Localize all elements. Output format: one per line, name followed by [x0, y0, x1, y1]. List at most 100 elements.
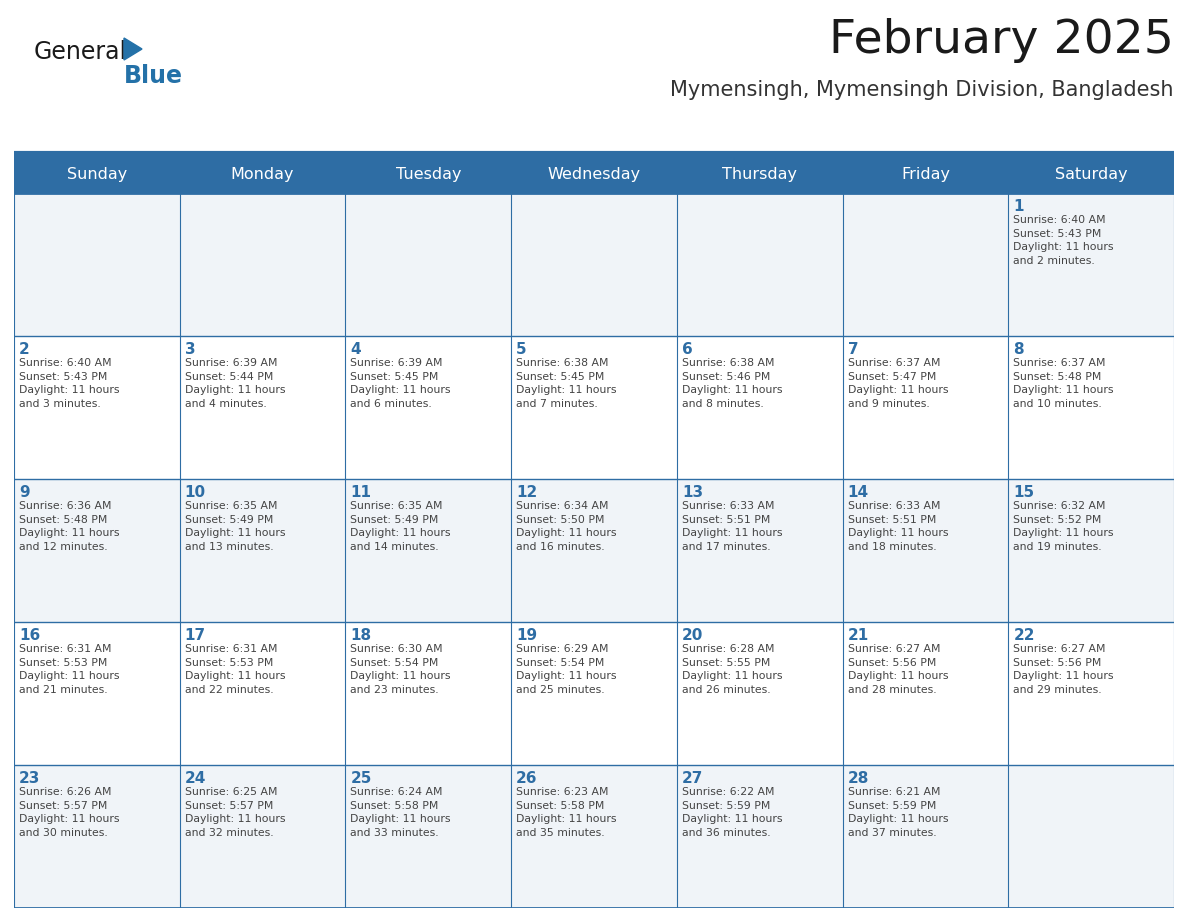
Text: 23: 23: [19, 771, 40, 786]
FancyBboxPatch shape: [842, 193, 1009, 336]
Text: Blue: Blue: [124, 64, 183, 88]
Text: 1: 1: [1013, 199, 1024, 214]
FancyBboxPatch shape: [1009, 336, 1174, 479]
Text: Sunrise: 6:30 AM
Sunset: 5:54 PM
Daylight: 11 hours
and 23 minutes.: Sunrise: 6:30 AM Sunset: 5:54 PM Dayligh…: [350, 644, 451, 695]
Text: 17: 17: [184, 628, 206, 643]
FancyBboxPatch shape: [1009, 193, 1174, 336]
FancyBboxPatch shape: [842, 479, 1009, 622]
Text: Sunrise: 6:39 AM
Sunset: 5:44 PM
Daylight: 11 hours
and 4 minutes.: Sunrise: 6:39 AM Sunset: 5:44 PM Dayligh…: [184, 358, 285, 409]
Text: General: General: [34, 40, 127, 64]
Text: 26: 26: [516, 771, 538, 786]
Text: Wednesday: Wednesday: [548, 166, 640, 182]
Text: February 2025: February 2025: [829, 18, 1174, 63]
Text: 4: 4: [350, 342, 361, 357]
Text: 27: 27: [682, 771, 703, 786]
Text: Sunrise: 6:32 AM
Sunset: 5:52 PM
Daylight: 11 hours
and 19 minutes.: Sunrise: 6:32 AM Sunset: 5:52 PM Dayligh…: [1013, 501, 1114, 552]
Text: Sunrise: 6:24 AM
Sunset: 5:58 PM
Daylight: 11 hours
and 33 minutes.: Sunrise: 6:24 AM Sunset: 5:58 PM Dayligh…: [350, 787, 451, 838]
Text: Sunrise: 6:28 AM
Sunset: 5:55 PM
Daylight: 11 hours
and 26 minutes.: Sunrise: 6:28 AM Sunset: 5:55 PM Dayligh…: [682, 644, 783, 695]
FancyBboxPatch shape: [14, 479, 179, 622]
Text: 3: 3: [184, 342, 195, 357]
Text: Sunrise: 6:36 AM
Sunset: 5:48 PM
Daylight: 11 hours
and 12 minutes.: Sunrise: 6:36 AM Sunset: 5:48 PM Dayligh…: [19, 501, 120, 552]
FancyBboxPatch shape: [842, 336, 1009, 479]
FancyBboxPatch shape: [346, 622, 511, 765]
Text: Sunrise: 6:38 AM
Sunset: 5:45 PM
Daylight: 11 hours
and 7 minutes.: Sunrise: 6:38 AM Sunset: 5:45 PM Dayligh…: [516, 358, 617, 409]
Text: Mymensingh, Mymensingh Division, Bangladesh: Mymensingh, Mymensingh Division, Banglad…: [670, 80, 1174, 100]
Text: Sunrise: 6:40 AM
Sunset: 5:43 PM
Daylight: 11 hours
and 2 minutes.: Sunrise: 6:40 AM Sunset: 5:43 PM Dayligh…: [1013, 215, 1114, 266]
Text: Sunrise: 6:26 AM
Sunset: 5:57 PM
Daylight: 11 hours
and 30 minutes.: Sunrise: 6:26 AM Sunset: 5:57 PM Dayligh…: [19, 787, 120, 838]
FancyBboxPatch shape: [511, 193, 677, 336]
Text: Sunrise: 6:33 AM
Sunset: 5:51 PM
Daylight: 11 hours
and 18 minutes.: Sunrise: 6:33 AM Sunset: 5:51 PM Dayligh…: [847, 501, 948, 552]
Text: 24: 24: [184, 771, 206, 786]
Text: Sunrise: 6:35 AM
Sunset: 5:49 PM
Daylight: 11 hours
and 14 minutes.: Sunrise: 6:35 AM Sunset: 5:49 PM Dayligh…: [350, 501, 451, 552]
Text: Sunrise: 6:31 AM
Sunset: 5:53 PM
Daylight: 11 hours
and 22 minutes.: Sunrise: 6:31 AM Sunset: 5:53 PM Dayligh…: [184, 644, 285, 695]
Text: 22: 22: [1013, 628, 1035, 643]
Text: 20: 20: [682, 628, 703, 643]
Text: 2: 2: [19, 342, 30, 357]
FancyBboxPatch shape: [677, 765, 842, 908]
Text: Sunrise: 6:27 AM
Sunset: 5:56 PM
Daylight: 11 hours
and 28 minutes.: Sunrise: 6:27 AM Sunset: 5:56 PM Dayligh…: [847, 644, 948, 695]
Text: Sunrise: 6:22 AM
Sunset: 5:59 PM
Daylight: 11 hours
and 36 minutes.: Sunrise: 6:22 AM Sunset: 5:59 PM Dayligh…: [682, 787, 783, 838]
FancyBboxPatch shape: [677, 336, 842, 479]
Text: Sunrise: 6:33 AM
Sunset: 5:51 PM
Daylight: 11 hours
and 17 minutes.: Sunrise: 6:33 AM Sunset: 5:51 PM Dayligh…: [682, 501, 783, 552]
Text: 7: 7: [847, 342, 858, 357]
Text: 14: 14: [847, 485, 868, 500]
FancyBboxPatch shape: [346, 193, 511, 336]
Text: Sunrise: 6:39 AM
Sunset: 5:45 PM
Daylight: 11 hours
and 6 minutes.: Sunrise: 6:39 AM Sunset: 5:45 PM Dayligh…: [350, 358, 451, 409]
Text: Sunrise: 6:40 AM
Sunset: 5:43 PM
Daylight: 11 hours
and 3 minutes.: Sunrise: 6:40 AM Sunset: 5:43 PM Dayligh…: [19, 358, 120, 409]
Text: 28: 28: [847, 771, 868, 786]
Text: 12: 12: [516, 485, 537, 500]
Text: 19: 19: [516, 628, 537, 643]
Text: 5: 5: [516, 342, 526, 357]
FancyBboxPatch shape: [511, 479, 677, 622]
Text: Sunrise: 6:23 AM
Sunset: 5:58 PM
Daylight: 11 hours
and 35 minutes.: Sunrise: 6:23 AM Sunset: 5:58 PM Dayligh…: [516, 787, 617, 838]
FancyBboxPatch shape: [179, 622, 346, 765]
Text: Friday: Friday: [901, 166, 950, 182]
FancyBboxPatch shape: [511, 622, 677, 765]
Text: Sunday: Sunday: [67, 166, 127, 182]
FancyBboxPatch shape: [346, 479, 511, 622]
Text: 15: 15: [1013, 485, 1035, 500]
FancyBboxPatch shape: [179, 193, 346, 336]
FancyBboxPatch shape: [842, 765, 1009, 908]
FancyBboxPatch shape: [14, 765, 179, 908]
Text: 25: 25: [350, 771, 372, 786]
Text: Thursday: Thursday: [722, 166, 797, 182]
Text: 8: 8: [1013, 342, 1024, 357]
Text: Tuesday: Tuesday: [396, 166, 461, 182]
Text: Monday: Monday: [230, 166, 295, 182]
FancyBboxPatch shape: [511, 765, 677, 908]
FancyBboxPatch shape: [346, 336, 511, 479]
FancyBboxPatch shape: [179, 765, 346, 908]
Text: Saturday: Saturday: [1055, 166, 1127, 182]
Text: Sunrise: 6:29 AM
Sunset: 5:54 PM
Daylight: 11 hours
and 25 minutes.: Sunrise: 6:29 AM Sunset: 5:54 PM Dayligh…: [516, 644, 617, 695]
FancyBboxPatch shape: [1009, 622, 1174, 765]
FancyBboxPatch shape: [1009, 765, 1174, 908]
Polygon shape: [124, 38, 143, 60]
Text: 11: 11: [350, 485, 372, 500]
FancyBboxPatch shape: [14, 336, 179, 479]
Text: Sunrise: 6:35 AM
Sunset: 5:49 PM
Daylight: 11 hours
and 13 minutes.: Sunrise: 6:35 AM Sunset: 5:49 PM Dayligh…: [184, 501, 285, 552]
FancyBboxPatch shape: [179, 336, 346, 479]
Text: 16: 16: [19, 628, 40, 643]
Text: Sunrise: 6:25 AM
Sunset: 5:57 PM
Daylight: 11 hours
and 32 minutes.: Sunrise: 6:25 AM Sunset: 5:57 PM Dayligh…: [184, 787, 285, 838]
FancyBboxPatch shape: [346, 765, 511, 908]
Text: 21: 21: [847, 628, 868, 643]
FancyBboxPatch shape: [14, 193, 179, 336]
FancyBboxPatch shape: [677, 193, 842, 336]
Text: Sunrise: 6:27 AM
Sunset: 5:56 PM
Daylight: 11 hours
and 29 minutes.: Sunrise: 6:27 AM Sunset: 5:56 PM Dayligh…: [1013, 644, 1114, 695]
Text: 6: 6: [682, 342, 693, 357]
FancyBboxPatch shape: [14, 622, 179, 765]
FancyBboxPatch shape: [677, 479, 842, 622]
Text: Sunrise: 6:34 AM
Sunset: 5:50 PM
Daylight: 11 hours
and 16 minutes.: Sunrise: 6:34 AM Sunset: 5:50 PM Dayligh…: [516, 501, 617, 552]
FancyBboxPatch shape: [511, 336, 677, 479]
FancyBboxPatch shape: [677, 622, 842, 765]
FancyBboxPatch shape: [842, 622, 1009, 765]
Text: 10: 10: [184, 485, 206, 500]
FancyBboxPatch shape: [14, 155, 1174, 193]
Text: Sunrise: 6:31 AM
Sunset: 5:53 PM
Daylight: 11 hours
and 21 minutes.: Sunrise: 6:31 AM Sunset: 5:53 PM Dayligh…: [19, 644, 120, 695]
Text: 13: 13: [682, 485, 703, 500]
Text: Sunrise: 6:21 AM
Sunset: 5:59 PM
Daylight: 11 hours
and 37 minutes.: Sunrise: 6:21 AM Sunset: 5:59 PM Dayligh…: [847, 787, 948, 838]
Text: Sunrise: 6:38 AM
Sunset: 5:46 PM
Daylight: 11 hours
and 8 minutes.: Sunrise: 6:38 AM Sunset: 5:46 PM Dayligh…: [682, 358, 783, 409]
Text: Sunrise: 6:37 AM
Sunset: 5:48 PM
Daylight: 11 hours
and 10 minutes.: Sunrise: 6:37 AM Sunset: 5:48 PM Dayligh…: [1013, 358, 1114, 409]
Text: 18: 18: [350, 628, 372, 643]
